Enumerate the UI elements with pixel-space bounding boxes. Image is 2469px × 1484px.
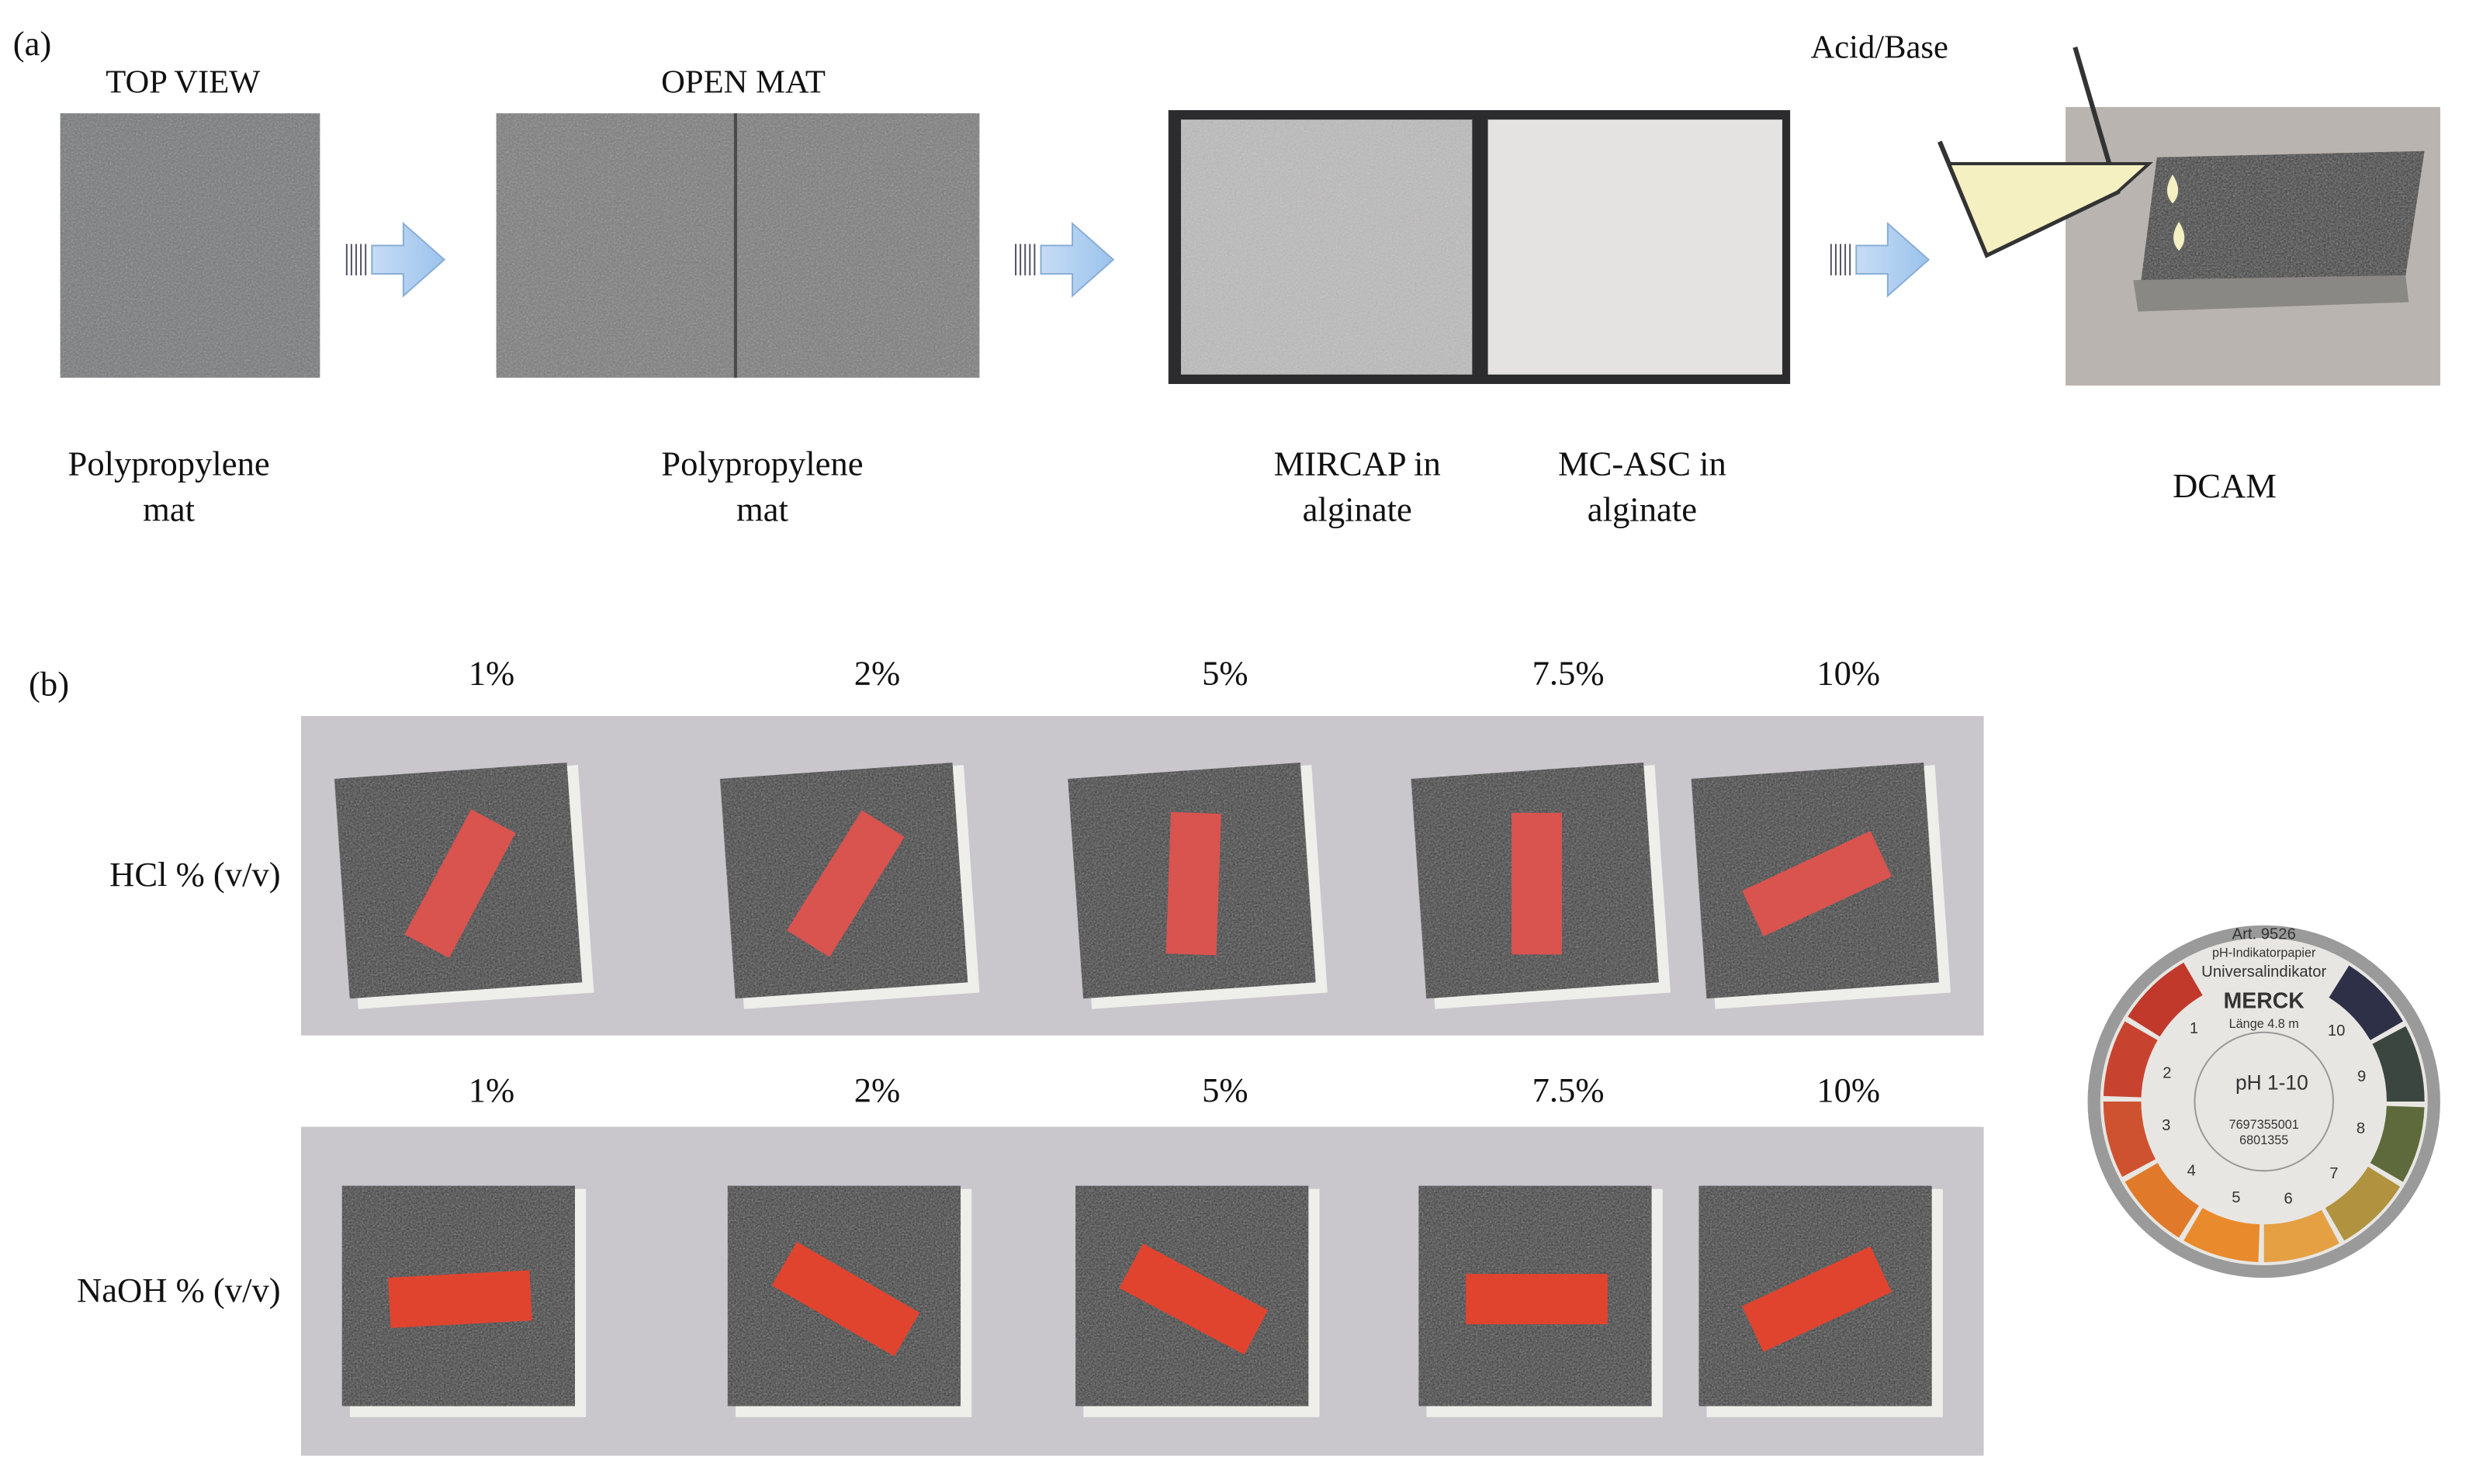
ph-paper — [1466, 1274, 1608, 1325]
scale-digit: 7 — [2329, 1165, 2338, 1182]
arrow — [1855, 221, 1931, 298]
ph-paper — [404, 809, 516, 958]
panel-label: (b) — [29, 665, 69, 704]
caption: MC-ASC in — [1558, 445, 1726, 483]
color-swatch — [2325, 1166, 2401, 1241]
concentration-label: 1% — [469, 654, 514, 693]
scale-digit: 8 — [2356, 1120, 2365, 1137]
caption: Polypropylene — [661, 445, 863, 483]
paper: pH-Indikatorpapier — [2212, 946, 2316, 960]
concentration-label: 5% — [1202, 654, 1248, 693]
brand: MERCK — [2224, 989, 2305, 1014]
color-swatch — [2263, 1209, 2339, 1262]
article: Art. 9526 — [2232, 925, 2296, 943]
scale-digit: 4 — [2187, 1163, 2196, 1180]
scale-digit: 9 — [2357, 1068, 2366, 1085]
heading: OPEN MAT — [661, 64, 826, 100]
photo-open-mat — [496, 113, 980, 378]
concentration-label: 2% — [854, 654, 900, 693]
concentration-label: 7.5% — [1532, 654, 1605, 693]
disc-face — [2100, 938, 2428, 1266]
color-swatch — [2124, 1163, 2199, 1238]
photo-top-view — [60, 113, 320, 378]
color-swatch — [2128, 962, 2203, 1037]
concentration-label: 7.5% — [1532, 1071, 1605, 1109]
scale-digit: 6 — [2284, 1190, 2292, 1207]
arrows — [345, 221, 1931, 298]
scale-digit: 2 — [2163, 1065, 2171, 1082]
range: pH 1-10 — [2235, 1071, 2308, 1095]
concentration-label: 2% — [854, 1071, 900, 1109]
arrow — [1040, 221, 1115, 298]
code: 7697355001 — [2229, 1118, 2299, 1132]
caption: mat — [736, 490, 788, 529]
pour-label: Acid/Base — [1810, 29, 1948, 66]
color-swatch — [2370, 1105, 2425, 1182]
concentration-label: 10% — [1816, 1071, 1880, 1109]
arrow — [371, 221, 446, 298]
panel-label: (a) — [13, 24, 52, 63]
photo-dcam — [2066, 106, 2440, 386]
ph-paper — [1512, 812, 1562, 955]
ph-paper — [388, 1270, 532, 1328]
ph-paper — [1119, 1244, 1269, 1355]
ph-paper — [1165, 811, 1221, 956]
scale-digit: 1 — [2190, 1020, 2198, 1037]
color-swatch — [2329, 965, 2403, 1040]
color-swatch — [2103, 1021, 2158, 1098]
code: 6801355 — [2239, 1133, 2288, 1147]
row-label: HCl % (v/v) — [109, 855, 281, 894]
strips: 1% 2% 5% 7.5% 10% 1% 2% 5% 7.5% 10% — [301, 654, 1984, 1456]
ph-paper — [1742, 1246, 1892, 1352]
length: Länge 4.8 m — [2229, 1017, 2299, 1031]
caption: Polypropylene — [68, 445, 270, 483]
concentration-label: 10% — [1816, 654, 1880, 693]
beaker-icon — [1937, 47, 2187, 258]
inner-ring — [2194, 1031, 2334, 1172]
concentration-label: 1% — [469, 1071, 514, 1109]
caption: mat — [143, 490, 195, 529]
caption: MIRCAP in — [1274, 445, 1441, 483]
photo-alginate — [1168, 110, 1791, 384]
row-label: NaOH % (v/v) — [77, 1271, 281, 1309]
caption: alginate — [1303, 490, 1412, 529]
ph-paper — [771, 1241, 920, 1357]
ph-indicator-disc: 1 2 3 4 5 6 7 8 9 10 Art. 9526 pH-Indikatorpapier Un… — [2087, 925, 2440, 1278]
color-swatch — [2183, 1208, 2260, 1262]
caption: DCAM — [2173, 466, 2277, 505]
color-swatch — [2103, 1102, 2156, 1178]
name: Universalindikator — [2201, 963, 2326, 981]
concentration-label: 5% — [1202, 1071, 1248, 1109]
scale-digit: 5 — [2232, 1189, 2240, 1206]
scale-digit: 3 — [2162, 1117, 2170, 1134]
heading: TOP VIEW — [106, 64, 261, 100]
ph-paper — [1742, 831, 1892, 937]
ph-paper — [787, 810, 905, 957]
scale-digit: 10 — [2328, 1022, 2346, 1039]
caption: alginate — [1588, 490, 1697, 529]
color-swatch — [2372, 1026, 2425, 1102]
